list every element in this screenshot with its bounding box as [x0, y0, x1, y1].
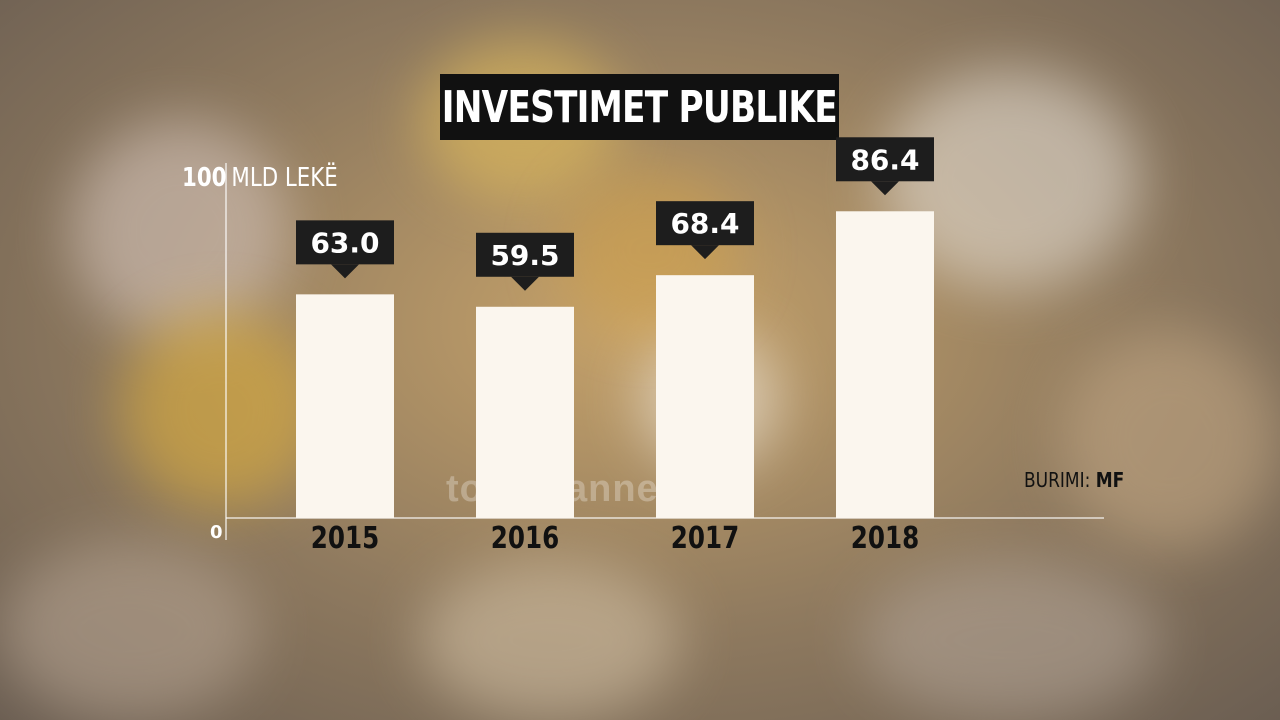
x-tick-label: 2018	[851, 522, 919, 556]
value-label: 63.0	[310, 226, 379, 259]
source-name: MF	[1095, 468, 1125, 492]
background-blur	[420, 560, 680, 720]
bars-group: 63.0 2015 59.5 2016 68.4 2017 86.4 2018	[296, 137, 934, 556]
value-label-pointer	[331, 264, 359, 279]
background-blur	[860, 560, 1160, 720]
value-label: 59.5	[490, 239, 559, 272]
source-prefix: BURIMI:	[1024, 468, 1091, 492]
y-axis-unit-label: MLD LEKË	[231, 163, 338, 193]
bar-2018	[836, 211, 934, 518]
chart-title-box: INVESTIMET PUBLIKE	[440, 74, 839, 140]
y-axis-header: 100 MLD LEKË	[182, 163, 338, 193]
value-label-box	[296, 220, 394, 265]
y-axis-top-tick: 100	[182, 163, 227, 193]
bar-2015	[296, 294, 394, 518]
y-axis-zero-tick: 0	[210, 522, 223, 543]
x-tick-label: 2015	[311, 522, 379, 556]
value-label-box	[476, 232, 574, 277]
bar-2016	[476, 306, 574, 518]
background-blur	[0, 540, 260, 720]
x-tick-label: 2016	[491, 522, 559, 556]
source-label: BURIMI: MF	[1024, 468, 1124, 492]
value-label-pointer	[511, 276, 539, 291]
value-label-pointer	[691, 245, 719, 260]
value-label-pointer	[871, 181, 899, 196]
background-blur	[1060, 330, 1280, 550]
background-blur	[120, 310, 320, 510]
value-label: 68.4	[670, 207, 739, 240]
value-label: 86.4	[850, 143, 919, 176]
background-blur	[70, 120, 290, 340]
chart-title: INVESTIMET PUBLIKE	[441, 81, 838, 133]
bar-2017	[656, 275, 754, 518]
value-label-box	[836, 137, 934, 182]
value-label-box	[656, 201, 754, 246]
x-tick-label: 2017	[671, 522, 739, 556]
